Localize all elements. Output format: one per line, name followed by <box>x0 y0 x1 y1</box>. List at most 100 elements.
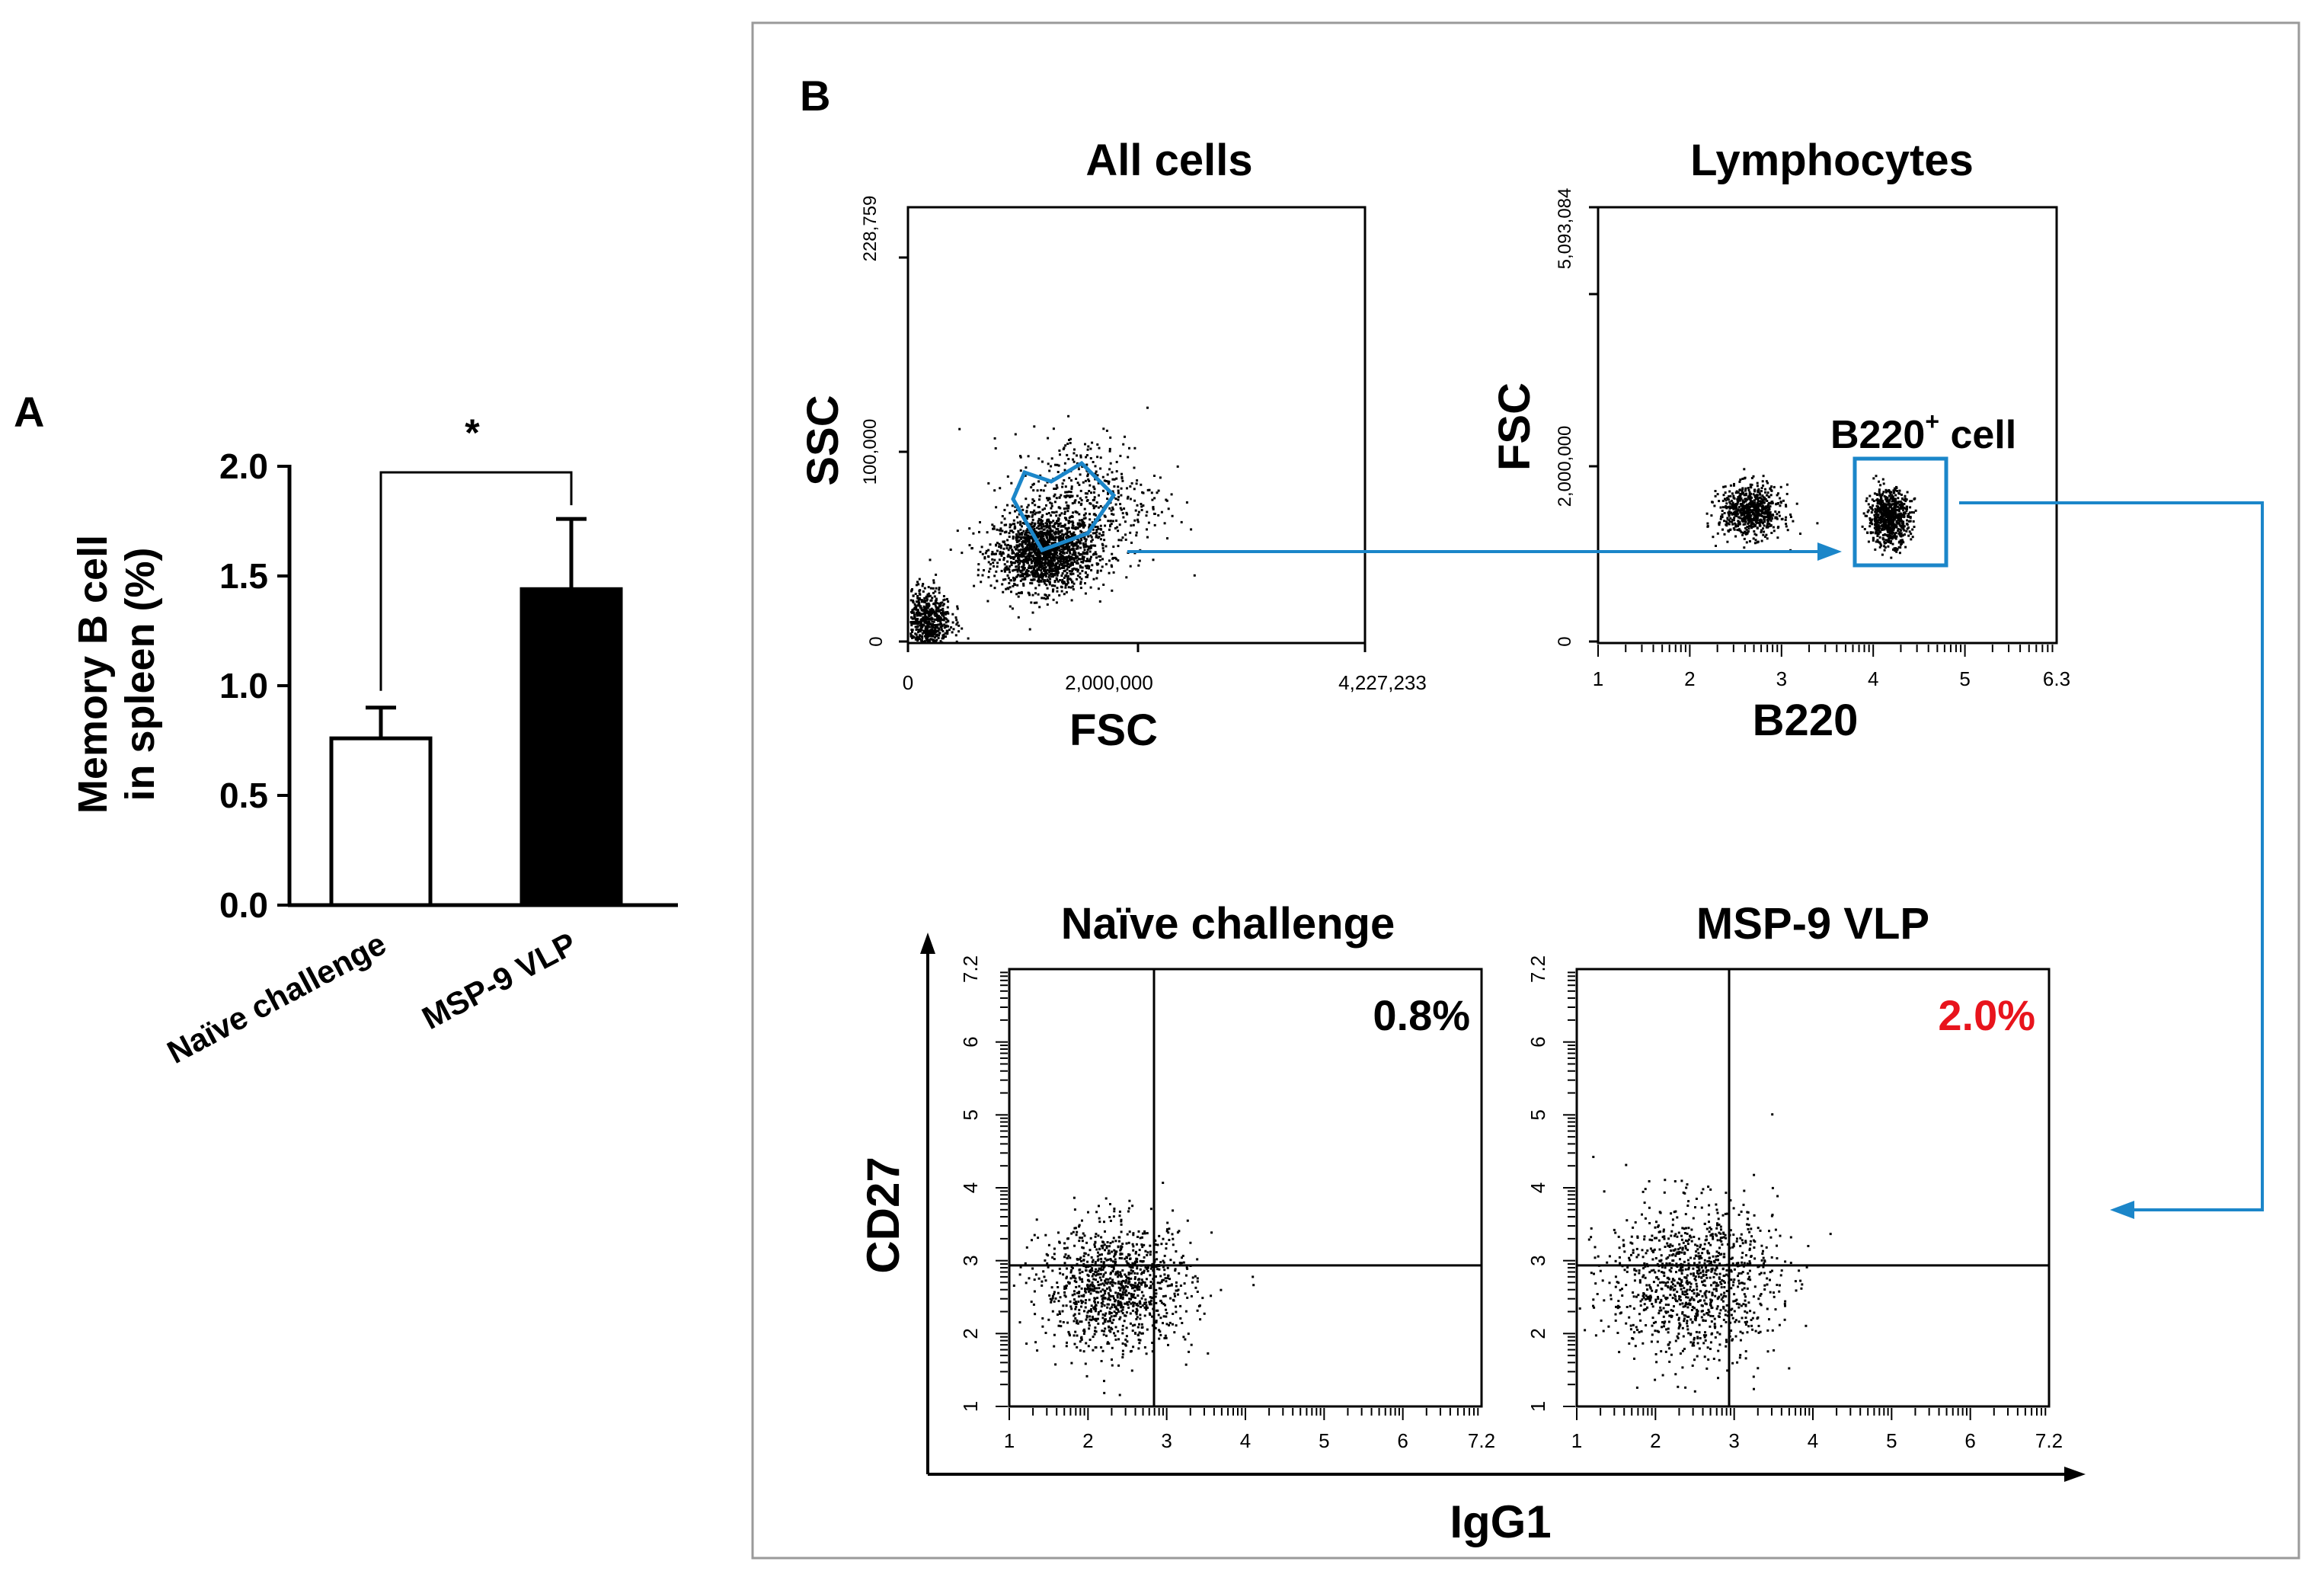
event-dot <box>1909 506 1911 508</box>
event-dot <box>1751 518 1753 520</box>
event-dot <box>1060 494 1062 497</box>
event-dot <box>1151 499 1153 501</box>
event-dot <box>1079 542 1082 545</box>
event-dot <box>1156 1310 1158 1312</box>
event-dot <box>1175 1324 1178 1326</box>
event-dot <box>1084 1288 1086 1290</box>
event-dot <box>1055 549 1057 552</box>
event-dot <box>1053 488 1055 490</box>
event-dot <box>1067 505 1069 507</box>
event-dot <box>1757 527 1759 530</box>
event-dot <box>1126 1277 1128 1279</box>
event-dot <box>1043 538 1045 540</box>
event-dot <box>1065 1253 1067 1256</box>
event-dot <box>1139 560 1141 562</box>
event-dot <box>1721 529 1724 531</box>
event-dot <box>1062 482 1064 485</box>
event-dot <box>1012 504 1014 507</box>
event-dot <box>1911 529 1913 531</box>
event-dot <box>999 530 1001 532</box>
event-dot <box>1070 549 1072 551</box>
event-dot <box>1022 573 1025 575</box>
event-dot <box>1766 482 1769 485</box>
event-dot <box>1079 1278 1082 1281</box>
event-dot <box>1110 462 1112 465</box>
event-dot <box>1194 574 1196 577</box>
event-dot <box>1111 1270 1114 1272</box>
event-dot <box>993 559 996 562</box>
event-dot <box>1776 536 1779 539</box>
event-dot <box>1070 479 1072 482</box>
event-dot <box>1095 1278 1097 1281</box>
event-dot <box>1037 480 1040 482</box>
event-dot <box>1734 507 1737 509</box>
event-dot <box>921 600 923 602</box>
event-dot <box>943 623 945 626</box>
event-dot <box>1893 489 1895 491</box>
event-dot <box>1767 503 1769 505</box>
event-dot <box>993 528 996 530</box>
event-dot <box>1115 558 1117 560</box>
event-dot <box>1004 571 1006 573</box>
event-dot <box>1763 516 1765 518</box>
event-dot <box>1749 540 1751 542</box>
event-dot <box>1033 425 1035 427</box>
event-dot <box>1136 1294 1139 1297</box>
event-dot <box>1016 516 1018 518</box>
event-dot <box>1117 539 1120 541</box>
event-dot <box>1050 466 1052 468</box>
event-dot <box>1049 578 1051 581</box>
event-dot <box>1744 523 1746 526</box>
event-dot <box>1088 1322 1090 1324</box>
event-dot <box>1010 524 1012 526</box>
event-dot <box>1065 574 1067 577</box>
event-dot <box>1034 592 1037 594</box>
event-dot <box>1899 504 1901 506</box>
event-dot <box>1888 539 1890 541</box>
event-dot <box>1078 1313 1080 1315</box>
event-dot <box>934 595 936 597</box>
event-dot <box>1876 494 1878 496</box>
event-dot <box>1086 1315 1088 1317</box>
event-dot <box>929 630 931 632</box>
event-dot <box>1746 498 1748 501</box>
event-dot <box>969 544 971 546</box>
event-dot <box>920 629 922 631</box>
event-dot <box>1142 1233 1144 1235</box>
event-dot <box>1111 523 1113 525</box>
event-dot <box>1055 514 1057 517</box>
event-dot <box>1066 544 1068 546</box>
event-dot <box>1737 508 1739 510</box>
event-dot <box>1102 584 1104 586</box>
event-dot <box>1149 1285 1152 1287</box>
event-dot <box>1888 494 1891 497</box>
event-dot <box>1871 511 1873 514</box>
event-dot <box>1112 520 1114 523</box>
event-dot <box>1140 1339 1142 1342</box>
event-dot <box>1067 507 1069 510</box>
event-dot <box>1134 1297 1136 1299</box>
event-dot <box>1878 494 1881 497</box>
event-dot <box>1070 1269 1072 1272</box>
event-dot <box>1875 513 1877 515</box>
event-dot <box>1136 519 1139 521</box>
event-dot <box>1769 488 1772 490</box>
event-dot <box>1888 517 1890 519</box>
event-dot <box>1029 554 1031 556</box>
event-dot <box>1049 524 1051 526</box>
event-dot <box>1066 552 1068 554</box>
b220-gate-label-sup: + <box>1925 408 1939 435</box>
event-dot <box>1002 552 1004 554</box>
event-dot <box>1022 548 1025 550</box>
event-dot <box>1157 1281 1159 1284</box>
event-dot <box>1091 564 1093 566</box>
event-dot <box>1712 536 1714 538</box>
event-dot <box>917 626 919 628</box>
event-dot <box>1084 1290 1086 1292</box>
event-dot <box>1041 533 1044 536</box>
event-dot <box>1133 447 1136 450</box>
event-dot <box>1752 505 1754 507</box>
event-dot <box>1090 1308 1092 1310</box>
event-dot <box>1152 507 1154 509</box>
event-dot <box>1153 475 1156 477</box>
